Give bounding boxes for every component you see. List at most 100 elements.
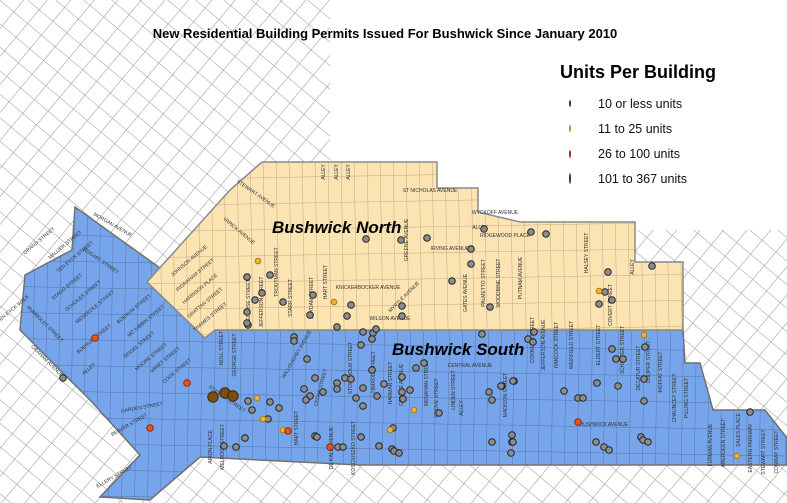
permit-marker-10-or-less (398, 373, 406, 381)
permit-marker-10-or-less (488, 438, 496, 446)
street-label: ABERDEEN STREET (721, 419, 727, 468)
permit-marker-26-to-100 (91, 334, 99, 342)
permit-marker-10-or-less (232, 443, 240, 451)
street-label: NOLL STREET (219, 331, 225, 365)
street-label: ALLEY (472, 225, 488, 231)
permit-marker-10-or-less (595, 300, 603, 308)
permit-marker-26-to-100 (574, 418, 582, 426)
street-label: WYCKOFF AVENUE (472, 210, 519, 216)
permit-marker-10-or-less (530, 328, 538, 336)
yellow-dot-icon (569, 125, 571, 132)
street-label: ALLEY (321, 164, 327, 180)
street-label: CONWAY STREET (774, 431, 780, 474)
permit-marker-10-or-less (641, 343, 649, 351)
street-label: JEFFERSON AVENUE (541, 319, 547, 371)
permit-marker-10-or-less (529, 338, 537, 346)
permit-marker-10-or-less (309, 291, 317, 299)
street-label: COVERT STREET (608, 284, 614, 326)
permit-marker-10-or-less (435, 409, 443, 417)
street-label: GREENE AVENUE (399, 363, 405, 406)
street-label: LINDEN STREET (451, 370, 457, 409)
permit-marker-10-or-less (614, 382, 622, 390)
permit-marker-10-or-less (266, 398, 274, 406)
legend-label: 10 or less units (598, 96, 683, 111)
permit-marker-10-or-less (333, 323, 341, 331)
street-label: PILLING STREET (684, 378, 690, 418)
permit-marker-10-or-less (398, 302, 406, 310)
permit-marker-10-or-less (266, 271, 274, 279)
street-label: HANCOCK STREET (554, 322, 560, 368)
legend-title: Units Per Building (560, 62, 717, 82)
street-label: MADISON STREET (503, 373, 509, 417)
permit-marker-10-or-less (560, 387, 568, 395)
street-label: MELROSE STREET (246, 279, 252, 325)
permit-marker-10-or-less (397, 236, 405, 244)
permit-marker-11-to-25 (640, 331, 648, 339)
permit-marker-10-or-less (488, 396, 496, 404)
permit-marker-10-or-less (243, 319, 251, 327)
permit-marker-10-or-less (412, 364, 420, 372)
permit-marker-10-or-less (507, 449, 515, 457)
street-label: WILSON AVENUE (369, 316, 411, 322)
permit-marker-10-or-less (302, 396, 310, 404)
permit-marker-101-to-367 (227, 390, 239, 402)
permit-marker-10-or-less (608, 296, 616, 304)
legend-label: 11 to 25 units (598, 121, 673, 136)
street-label: BUSHWICK AVENUE (580, 422, 629, 428)
street-label: PUTNAM AVENUE (518, 256, 524, 299)
permit-marker-10-or-less (352, 394, 360, 402)
street-label: ALLEY (334, 164, 340, 180)
permit-marker-10-or-less (359, 328, 367, 336)
permit-marker-10-or-less (593, 379, 601, 387)
permit-marker-10-or-less (592, 438, 600, 446)
street-label: WEIRFIELD STREET (569, 321, 575, 369)
region-label-south: Bushwick South (392, 340, 525, 359)
permit-marker-10-or-less (608, 345, 616, 353)
street-label: GREENE AVENUE (404, 218, 410, 261)
street-label: ST NICHOLAS AVENUE (403, 188, 458, 194)
street-label: GATES AVENUE (463, 273, 469, 312)
map-title: New Residential Building Permits Issued … (152, 26, 618, 41)
permit-marker-10-or-less (542, 230, 550, 238)
permit-marker-10-or-less (640, 375, 648, 383)
permit-marker-10-or-less (244, 397, 252, 405)
permit-marker-10-or-less (303, 355, 311, 363)
permit-marker-10-or-less (467, 260, 475, 268)
street-label: CENTRAL AVENUE (448, 363, 493, 369)
street-label: HART STREET (294, 411, 300, 446)
permit-marker-11-to-25 (254, 257, 262, 265)
legend-item-101-to-367: 101 to 367 units (560, 166, 716, 191)
street-label: ALLEY (630, 259, 636, 275)
permit-marker-10-or-less (220, 442, 228, 450)
permit-marker-10-or-less (398, 312, 406, 320)
permit-marker-10-or-less (59, 374, 67, 382)
permit-marker-11-to-25 (259, 415, 267, 423)
permit-marker-11-to-25 (410, 406, 418, 414)
permit-marker-10-or-less (313, 433, 321, 441)
permit-marker-10-or-less (509, 377, 517, 385)
permit-marker-10-or-less (604, 268, 612, 276)
permit-marker-10-or-less (248, 406, 256, 414)
permit-marker-10-or-less (357, 341, 365, 349)
permit-marker-10-or-less (279, 298, 287, 306)
permit-marker-10-or-less (486, 303, 494, 311)
permit-marker-26-to-100 (146, 424, 154, 432)
permit-marker-10-or-less (527, 228, 535, 236)
permit-marker-10-or-less (300, 385, 308, 393)
street-label: GROVE STREET (434, 378, 440, 417)
permit-marker-10-or-less (359, 402, 367, 410)
street-label: ALLEY (459, 400, 465, 416)
permit-marker-10-or-less (648, 262, 656, 270)
street-label: MOFFAT STREET (658, 352, 664, 393)
street-label: WOODBINE STREET (496, 259, 502, 308)
street-label: TROUTMAN STREET (274, 247, 280, 296)
street-label: PALMETTO STREET (481, 259, 487, 307)
permit-marker-10-or-less (347, 301, 355, 309)
street-label: MENAHAN STREET (424, 360, 430, 406)
street-label: HALSEY STREET (584, 233, 590, 274)
permit-marker-10-or-less (395, 449, 403, 457)
permit-marker-10-or-less (423, 234, 431, 242)
permit-marker-10-or-less (243, 308, 251, 316)
street-label: HARMAN STREET (388, 362, 394, 405)
